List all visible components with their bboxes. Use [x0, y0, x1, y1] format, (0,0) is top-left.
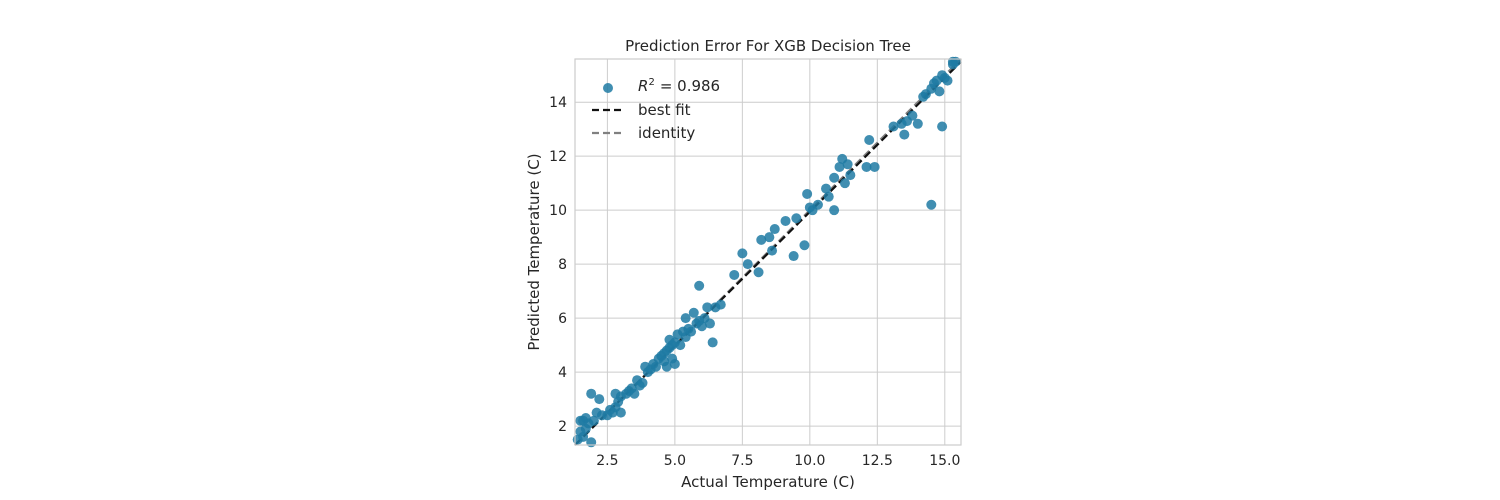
- data-point: [637, 377, 648, 388]
- data-point: [669, 359, 680, 370]
- data-point: [829, 172, 840, 183]
- data-point: [707, 337, 718, 348]
- legend-label-best-fit: best fit: [638, 101, 691, 119]
- y-tick-label: 2: [558, 419, 567, 435]
- x-tick-label: 10.0: [794, 453, 825, 469]
- y-tick-labels: 2 4 6 8 10 12 14: [549, 95, 567, 435]
- data-point: [767, 245, 778, 256]
- data-point: [586, 388, 597, 399]
- data-point: [615, 407, 626, 418]
- data-point: [834, 161, 845, 172]
- x-tick-labels: 2.5 5.0 7.5 10.0 12.5 15.0: [596, 453, 960, 469]
- data-point: [764, 232, 775, 243]
- data-point: [688, 307, 699, 318]
- data-point: [780, 215, 791, 226]
- data-point: [704, 318, 715, 329]
- data-point: [942, 75, 953, 86]
- data-point: [947, 56, 958, 67]
- data-point: [788, 251, 799, 262]
- data-point: [594, 394, 605, 405]
- legend-label-r2: R2 = 0.986: [638, 77, 720, 95]
- data-point: [799, 240, 810, 251]
- data-point: [729, 269, 740, 280]
- y-tick-label: 6: [558, 311, 567, 327]
- data-point: [926, 199, 937, 210]
- data-point: [791, 213, 802, 224]
- data-point: [742, 259, 753, 270]
- y-tick-label: 8: [558, 257, 567, 273]
- data-point: [907, 110, 918, 121]
- y-axis-label: Predicted Temperature (C): [525, 153, 543, 350]
- data-point: [821, 183, 832, 194]
- data-point: [702, 302, 713, 313]
- data-point: [737, 248, 748, 259]
- data-point: [650, 361, 661, 372]
- data-point: [694, 280, 705, 291]
- data-point: [588, 415, 599, 426]
- data-point: [899, 129, 910, 140]
- data-point: [888, 121, 899, 132]
- plot-border: [574, 58, 962, 446]
- data-point: [812, 199, 823, 210]
- x-tick-label: 2.5: [596, 453, 618, 469]
- y-tick-label: 10: [549, 203, 567, 219]
- x-tick-label: 5.0: [664, 453, 686, 469]
- data-point: [802, 188, 813, 199]
- legend-marker-points: [603, 83, 613, 93]
- data-point: [861, 161, 872, 172]
- data-point: [661, 361, 672, 372]
- y-tick-label: 4: [558, 365, 567, 381]
- y-tick-label: 14: [549, 95, 567, 111]
- data-point: [769, 224, 780, 235]
- data-point: [753, 267, 764, 278]
- data-points: [572, 56, 961, 448]
- plot-frame: [574, 58, 962, 446]
- data-point: [912, 118, 923, 129]
- data-point: [586, 437, 597, 448]
- data-point: [629, 388, 640, 399]
- data-point: [696, 321, 707, 332]
- legend-label-identity: identity: [638, 124, 695, 142]
- x-tick-label: 7.5: [731, 453, 753, 469]
- data-point: [578, 431, 589, 442]
- data-point: [823, 191, 834, 202]
- chart-title: Prediction Error For XGB Decision Tree: [625, 37, 911, 55]
- data-point: [675, 340, 686, 351]
- data-point: [839, 178, 850, 189]
- data-point: [756, 234, 767, 245]
- x-tick-label: 12.5: [862, 453, 893, 469]
- data-point: [829, 205, 840, 216]
- data-point: [842, 159, 853, 170]
- data-point: [869, 161, 880, 172]
- data-point: [686, 326, 697, 337]
- y-tick-label: 12: [549, 149, 567, 165]
- data-point: [864, 134, 875, 145]
- legend: R2 = 0.986 best fit identity: [592, 77, 720, 142]
- data-point: [680, 313, 691, 324]
- data-point: [937, 121, 948, 132]
- data-point: [845, 170, 856, 181]
- x-axis-label: Actual Temperature (C): [681, 473, 855, 491]
- data-point: [934, 86, 945, 97]
- x-tick-label: 15.0: [929, 453, 960, 469]
- data-point: [715, 299, 726, 310]
